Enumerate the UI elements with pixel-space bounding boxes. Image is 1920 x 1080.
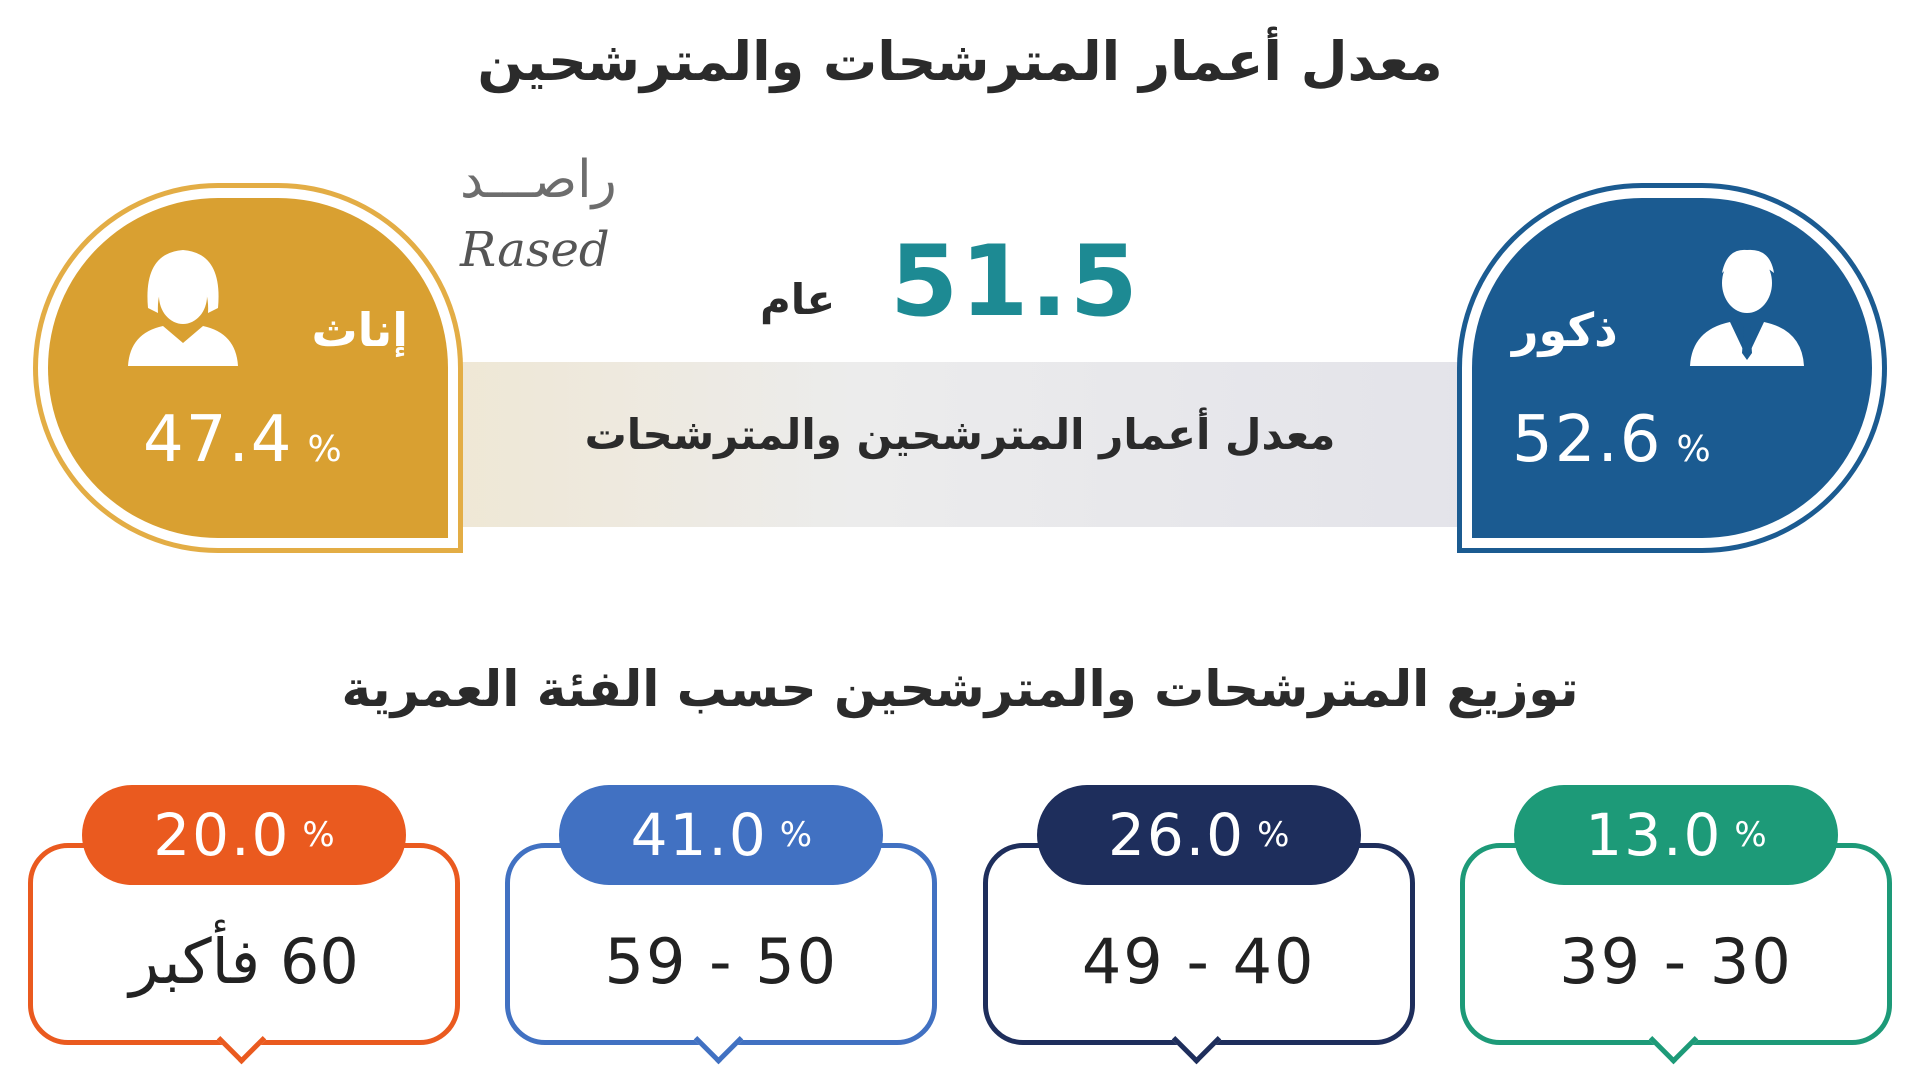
group-pill: 13.0%: [1514, 785, 1838, 885]
age-groups: 13.0% 30 - 39 26.0% 40 - 49 41.0% 50 - 59 20.0…: [28, 785, 1892, 1065]
age-group: 20.0% 60 فأكبر: [28, 785, 461, 1065]
male-value: 52.6: [1512, 403, 1663, 477]
logo-arabic: راصـــد: [460, 150, 617, 210]
percent-sign: %: [779, 815, 813, 855]
age-group: 13.0% 30 - 39: [1460, 785, 1892, 1065]
average-unit: عام: [760, 275, 836, 324]
female-card: إناث 47.4%: [48, 198, 448, 538]
female-icon: [128, 250, 238, 366]
percent-sign: %: [1676, 429, 1713, 470]
female-value: 47.4: [143, 403, 294, 477]
male-share: 52.6%: [1512, 403, 1713, 477]
male-card: ذكور 52.6%: [1472, 198, 1872, 538]
band: [440, 362, 1480, 527]
percent-sign: %: [1734, 815, 1767, 855]
group-pill: 26.0%: [1036, 785, 1361, 885]
age-group: 41.0% 50 - 59: [505, 785, 938, 1065]
group-range: 40 - 49: [1081, 925, 1316, 998]
group-value: 26.0: [1107, 801, 1246, 869]
group-value: 13.0: [1585, 801, 1723, 869]
age-group: 26.0% 40 - 49: [982, 785, 1415, 1065]
percent-sign: %: [307, 429, 344, 470]
male-label: ذكور: [1512, 303, 1618, 357]
average-value: 51.5: [890, 225, 1140, 339]
group-value: 20.0: [153, 801, 291, 869]
group-pill: 41.0%: [559, 785, 884, 885]
group-range: 30 - 39: [1559, 925, 1793, 998]
female-share: 47.4%: [143, 403, 344, 477]
percent-sign: %: [1257, 815, 1290, 855]
group-range: 60 فأكبر: [129, 925, 359, 998]
male-icon: [1690, 249, 1804, 366]
group-pill: 20.0%: [82, 785, 407, 885]
female-label: إناث: [311, 303, 408, 357]
group-value: 41.0: [630, 801, 768, 869]
title: معدل أعمار المترشحات والمترشحين: [477, 30, 1443, 93]
logo-english: Rased: [460, 222, 610, 278]
percent-sign: %: [302, 815, 335, 855]
section-title: توزيع المترشحات والمترشحين حسب الفئة الع…: [341, 660, 1579, 718]
average-label: معدل أعمار المترشحين والمترشحات: [584, 410, 1336, 459]
group-range: 50 - 59: [604, 925, 839, 998]
